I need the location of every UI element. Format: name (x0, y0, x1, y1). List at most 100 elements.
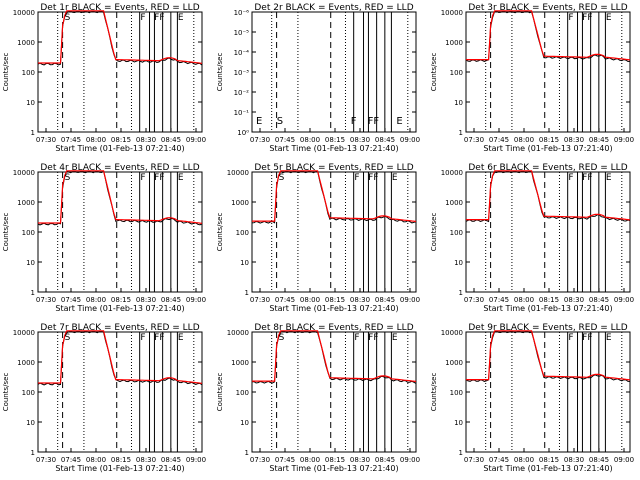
x-axis-label: Start Time (01-Feb-13 07:21:40) (269, 144, 398, 153)
x-tick-label: 08:00 (86, 456, 106, 464)
y-tick-label: 100 (22, 229, 35, 237)
y-axis-label: Counts/sec (2, 53, 10, 92)
y-tick-label: 1000 (17, 199, 35, 207)
x-axis-label: Start Time (01-Feb-13 07:21:40) (483, 464, 612, 473)
y-axis-label: Counts/sec (216, 213, 224, 252)
marker-label-e: E (392, 173, 398, 183)
x-tick-label: 08:45 (375, 296, 395, 304)
marker-label-ff: FF (154, 333, 164, 343)
panel-det-1: Det 1r BLACK = Events, RED = LLD Counts/s… (2, 3, 206, 153)
marker-label-ff: FF (368, 333, 378, 343)
panel-det-4: Det 4r BLACK = Events, RED = LLD Counts/s… (2, 163, 206, 313)
panel-title: Det 6r BLACK = Events, RED = LLD (468, 163, 627, 173)
marker-label-s: S (279, 173, 285, 183)
x-axis-label: Start Time (01-Feb-13 07:21:40) (483, 304, 612, 313)
y-tick-label: 10 (454, 419, 463, 427)
x-tick-label: 08:45 (161, 136, 181, 144)
x-tick-label: 09:00 (400, 456, 420, 464)
x-tick-label: 08:00 (300, 296, 320, 304)
y-tick-label: 1000 (231, 199, 249, 207)
x-tick-label: 08:30 (350, 136, 370, 144)
panel-title: Det 2r BLACK = Events, RED = LLD (254, 3, 413, 13)
x-tick-label: 08:15 (111, 136, 131, 144)
y-tick-label: 1000 (17, 39, 35, 47)
x-axis-label: Start Time (01-Feb-13 07:21:40) (55, 304, 184, 313)
x-tick-label: 09:00 (186, 296, 206, 304)
marker-label-e: E (606, 333, 612, 343)
y-tick-label: 10 (240, 419, 249, 427)
x-tick-label: 08:30 (136, 456, 156, 464)
marker-label-ff: FF (582, 13, 592, 23)
y-tick-label: 10 (240, 259, 249, 267)
x-tick-label: 07:45 (275, 456, 295, 464)
marker-label-f: F (140, 13, 145, 23)
x-tick-label: 08:15 (539, 456, 559, 464)
marker-label-e: E (178, 13, 184, 23)
x-axis-label: Start Time (01-Feb-13 07:21:40) (269, 304, 398, 313)
y-tick-label: 1000 (17, 359, 35, 367)
x-tick-label: 08:45 (589, 296, 609, 304)
panel-det-7: Det 7r BLACK = Events, RED = LLD Counts/s… (2, 323, 206, 473)
y-tick-label: 100 (22, 389, 35, 397)
y-axis-label: Counts/sec (216, 373, 224, 412)
y-tick-label: 100 (236, 389, 249, 397)
x-tick-label: 08:30 (564, 136, 584, 144)
y-tick-label: 10⁻² (234, 89, 250, 97)
x-tick-label: 07:45 (61, 296, 81, 304)
y-tick-label: 10 (454, 259, 463, 267)
y-tick-label: 1 (245, 449, 249, 457)
x-tick-label: 08:30 (350, 296, 370, 304)
marker-label-ff: FF (368, 116, 380, 127)
marker-label-e: E (178, 333, 184, 343)
series-lld-line (38, 10, 203, 64)
marker-label-ff: FF (582, 333, 592, 343)
x-axis-label: Start Time (01-Feb-13 07:21:40) (269, 464, 398, 473)
x-tick-label: 07:30 (464, 136, 484, 144)
x-tick-label: 08:15 (325, 296, 345, 304)
marker-label-s: S (65, 333, 71, 343)
y-tick-label: 10000 (13, 169, 35, 177)
panel-title: Det 5r BLACK = Events, RED = LLD (254, 163, 413, 173)
x-axis-label: Start Time (01-Feb-13 07:21:40) (55, 144, 184, 153)
y-tick-label: 100 (22, 69, 35, 77)
x-tick-label: 07:30 (250, 296, 270, 304)
marker-label-ff: FF (154, 173, 164, 183)
panel-det-8: Det 8r BLACK = Events, RED = LLD Counts/s… (216, 323, 420, 473)
marker-label-e: E (396, 116, 402, 127)
x-tick-label: 07:45 (489, 456, 509, 464)
x-tick-label: 08:45 (375, 136, 395, 144)
x-tick-label: 09:00 (614, 456, 634, 464)
x-tick-label: 07:30 (250, 136, 270, 144)
x-tick-label: 07:30 (464, 296, 484, 304)
x-tick-label: 08:00 (300, 136, 320, 144)
x-tick-label: 08:15 (111, 296, 131, 304)
y-tick-label: 10⁰ (237, 129, 249, 137)
x-tick-label: 08:00 (514, 136, 534, 144)
x-tick-label: 08:30 (564, 296, 584, 304)
marker-label-f: F (354, 333, 359, 343)
y-tick-label: 1 (31, 449, 35, 457)
y-tick-label: 1000 (445, 199, 463, 207)
x-tick-label: 08:45 (161, 456, 181, 464)
x-tick-label: 07:30 (464, 456, 484, 464)
y-tick-label: 10000 (441, 169, 463, 177)
marker-label-f: F (568, 173, 573, 183)
x-tick-label: 09:00 (614, 296, 634, 304)
y-tick-label: 100 (450, 389, 463, 397)
x-tick-label: 08:30 (136, 296, 156, 304)
x-tick-label: 09:00 (186, 136, 206, 144)
y-tick-label: 1000 (445, 39, 463, 47)
panel-title: Det 3r BLACK = Events, RED = LLD (468, 3, 627, 13)
marker-label-s: S (65, 13, 71, 23)
x-tick-label: 09:00 (614, 136, 634, 144)
series-lld-line (38, 170, 203, 224)
x-tick-label: 07:45 (61, 136, 81, 144)
y-tick-label: 10000 (441, 329, 463, 337)
y-tick-label: 100 (450, 69, 463, 77)
x-tick-label: 08:30 (564, 456, 584, 464)
y-axis-label: Counts/sec (2, 373, 10, 412)
y-tick-label: 1 (459, 129, 463, 137)
x-tick-label: 08:00 (514, 456, 534, 464)
x-tick-label: 07:30 (36, 136, 56, 144)
x-tick-label: 07:30 (250, 456, 270, 464)
